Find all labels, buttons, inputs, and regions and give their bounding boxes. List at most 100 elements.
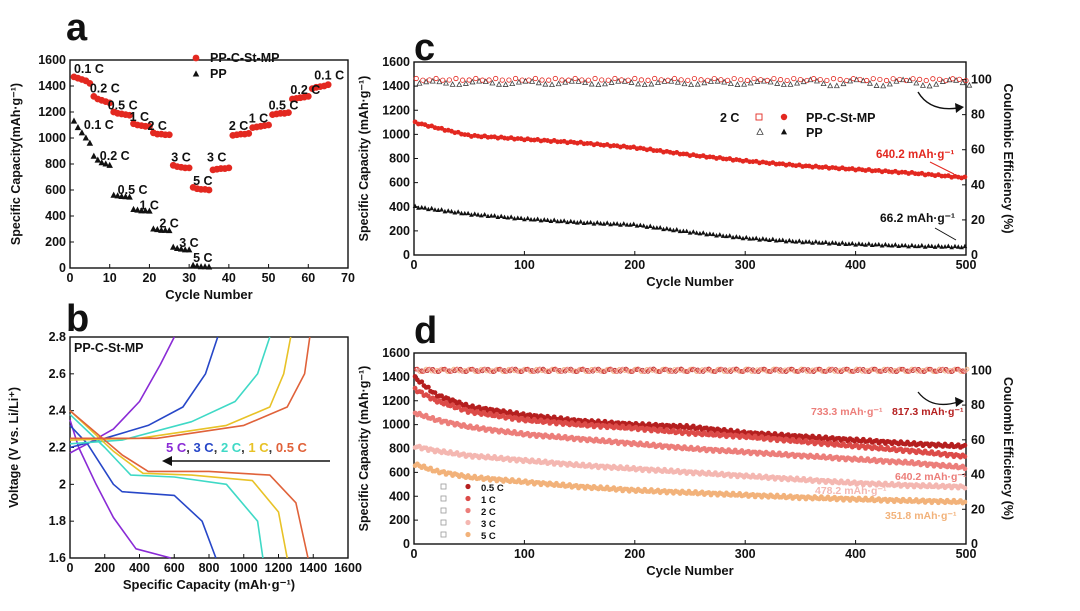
data-point [419, 389, 425, 395]
curve-0.5C-charge [70, 336, 311, 440]
efficiency-point [814, 366, 820, 372]
y-tick-label: 1400 [382, 79, 410, 93]
efficiency-point [506, 77, 512, 83]
data-point [813, 239, 819, 244]
efficiency-point [665, 368, 671, 374]
efficiency-point [446, 77, 452, 83]
data-point [820, 240, 825, 245]
y-tick-label: 400 [389, 200, 410, 214]
y-tick-label: 1600 [382, 55, 410, 69]
efficiency-point [450, 367, 455, 373]
efficiency-point [548, 367, 554, 373]
efficiency-point [741, 81, 748, 87]
data-point [962, 442, 968, 448]
efficiency-point [423, 78, 430, 85]
data-point [531, 217, 537, 222]
efficiency-point [763, 368, 769, 374]
efficiency-point [731, 75, 737, 82]
data-point [869, 242, 875, 248]
y-axis-label: Specific Capacity (mAh·g⁻¹) [357, 76, 371, 242]
efficiency-point [431, 368, 437, 373]
rate-label: 2 C [229, 119, 248, 133]
y-tick-label: 1200 [382, 394, 410, 408]
efficiency-point [708, 368, 714, 374]
data-point [611, 221, 617, 226]
y-tick-label: 1000 [382, 418, 410, 432]
series-PP-C-St-MP [412, 119, 968, 181]
annotation-part: , [214, 440, 221, 455]
data-point [505, 215, 511, 220]
efficiency-point [889, 368, 895, 373]
efficiency-point [502, 368, 507, 373]
data-point [588, 219, 593, 225]
efficiency-point [787, 81, 794, 87]
rate-label: 1 C [249, 111, 268, 125]
capacity-annotation: 640.2 mAh·g⁻¹ [895, 471, 967, 483]
capacity-annotation: 733.3 mAh·g⁻¹ [811, 406, 883, 418]
data-point [475, 212, 481, 217]
data-point [498, 213, 504, 219]
efficiency-point [418, 369, 423, 374]
data-point [90, 152, 98, 159]
efficiency-point [520, 367, 526, 373]
data-point [810, 240, 815, 245]
x-tick-label: 30 [182, 271, 196, 285]
data-point [790, 238, 796, 244]
legend-label: 3 C [481, 519, 496, 530]
efficiency-point [956, 76, 962, 82]
data-point [488, 213, 494, 218]
y-axis-label: Voltage (V vs. Li/Li⁺) [7, 387, 21, 508]
curve-1C-discharge [69, 410, 288, 559]
legend-label: PP-C-St-MP [210, 51, 279, 65]
data-point [435, 207, 441, 212]
efficiency-point [635, 80, 642, 87]
data-point [641, 223, 646, 228]
efficiency-point [919, 82, 926, 88]
efficiency-point [638, 77, 645, 83]
legend-label: 5 C [481, 531, 496, 542]
data-point [912, 243, 918, 249]
data-point [512, 215, 517, 221]
efficiency-point [947, 369, 952, 374]
efficiency-point [501, 369, 506, 375]
rate-label: 2 C [147, 119, 166, 133]
efficiency-point [837, 76, 843, 83]
annotation-leader [929, 161, 955, 175]
efficiency-point [473, 75, 479, 82]
x-tick-label: 300 [735, 258, 756, 272]
y-tick-label: 800 [389, 152, 410, 166]
efficiency-point [830, 76, 837, 82]
x-tick-label: 70 [341, 271, 355, 285]
data-point [697, 230, 703, 236]
efficiency-point [473, 369, 479, 375]
efficiency-point [499, 77, 505, 83]
legend: 0.5 C1 C2 C3 C5 C [440, 483, 504, 542]
data-point [154, 226, 161, 233]
efficiency-point [649, 366, 654, 372]
data-point [843, 241, 849, 246]
legend-marker [192, 70, 200, 77]
y-tick-label: 0 [59, 261, 66, 275]
y-tick-label: 400 [45, 209, 66, 223]
data-point [185, 164, 193, 172]
efficiency-point [462, 80, 469, 86]
efficiency-point [693, 368, 698, 373]
data-point [604, 220, 610, 225]
efficiency-point [582, 368, 588, 374]
data-point [916, 243, 921, 249]
data-point [677, 228, 683, 234]
y-axis-label: Specific Capacity (mAh·g⁻¹) [357, 366, 371, 532]
efficiency-point [864, 77, 870, 84]
y-tick-label: 0 [403, 248, 410, 262]
data-point [492, 213, 497, 218]
data-point [442, 208, 448, 214]
efficiency-point [836, 369, 842, 374]
efficiency-point [745, 367, 750, 373]
series-2C [412, 410, 968, 472]
y2-tick-label: 40 [971, 468, 985, 482]
efficiency-point [781, 368, 787, 374]
x-tick-label: 500 [956, 258, 977, 272]
data-point [110, 191, 117, 198]
x-axis-label: Specific Capacity (mAh·g⁻¹) [123, 577, 295, 592]
